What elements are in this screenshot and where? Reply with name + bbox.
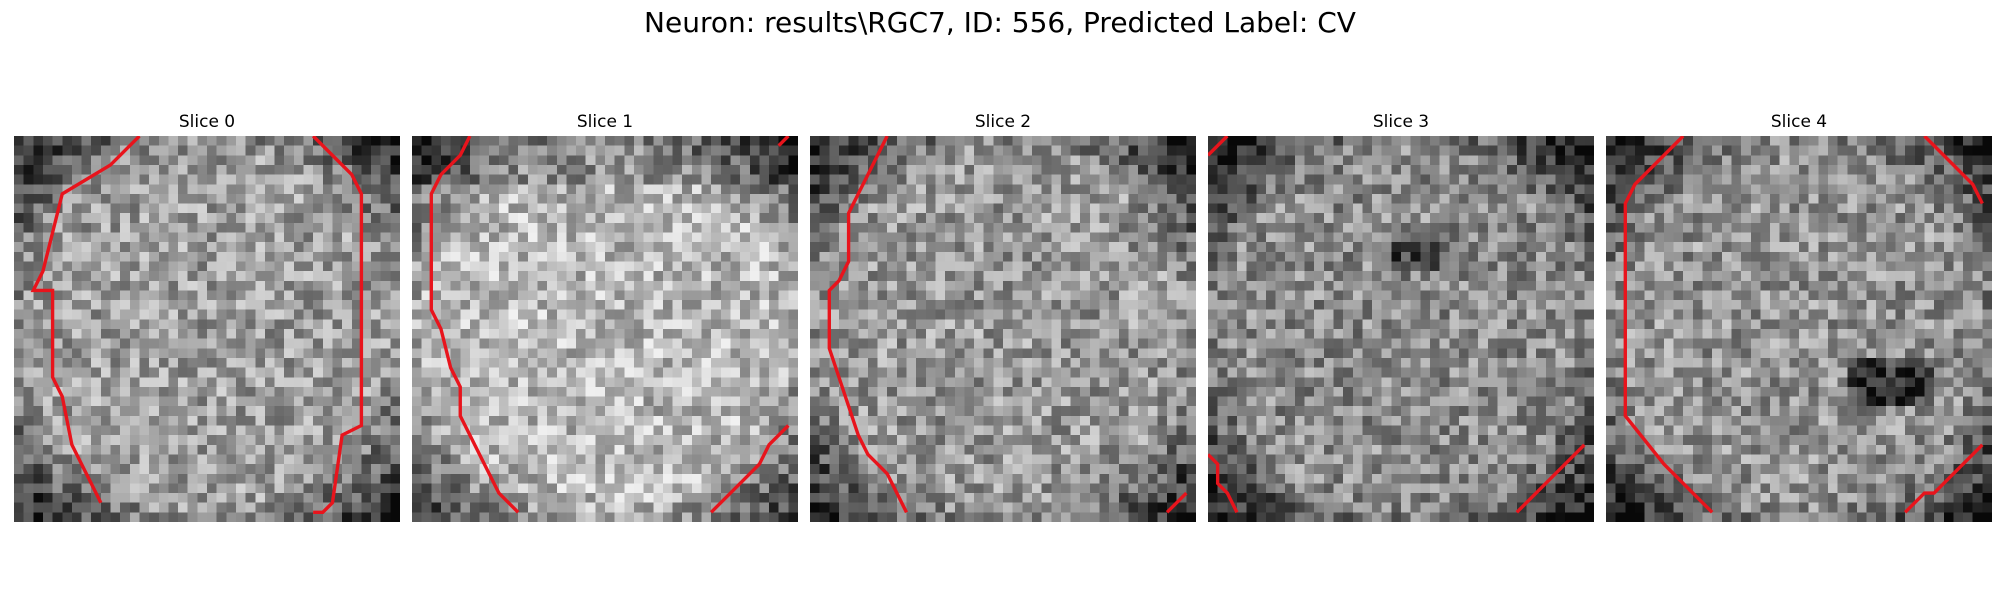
slice-image	[412, 136, 798, 522]
contour-line	[1165, 491, 1188, 514]
slice-title: Slice 3	[1372, 112, 1430, 132]
contour-overlay	[1208, 136, 1586, 514]
slice-panel-4: Slice 4	[1606, 110, 1992, 522]
contour-overlay	[429, 136, 790, 514]
contour-line	[1903, 443, 1984, 514]
contour-line	[1208, 136, 1229, 157]
slice-image	[1208, 136, 1594, 522]
slice-panel-1: Slice 1	[412, 110, 798, 522]
contour-line	[777, 136, 790, 147]
contour-line	[311, 136, 364, 515]
contour-line	[1923, 136, 1984, 205]
contour-overlay	[827, 136, 1188, 514]
contour-overlay	[1623, 136, 1984, 514]
contour-line	[827, 136, 909, 514]
slice-panel-3: Slice 3	[1208, 110, 1594, 522]
contour-line	[709, 424, 790, 514]
slice-title: Slice 1	[576, 112, 634, 132]
slice-title: Slice 0	[178, 112, 236, 132]
contour-line	[1515, 443, 1586, 514]
contour-line	[1623, 136, 1714, 514]
slice-title: Slice 2	[974, 112, 1032, 132]
contour-line	[1208, 453, 1239, 514]
slice-panel-0: Slice 0	[14, 110, 400, 522]
contour-line	[429, 136, 520, 514]
figure-title: Neuron: results\RGC7, ID: 556, Predicted…	[644, 6, 1356, 39]
slice-title: Slice 4	[1770, 112, 1828, 132]
contour-line	[30, 136, 141, 504]
slice-image	[810, 136, 1196, 522]
slice-image	[1606, 136, 1992, 522]
contour-overlay	[30, 136, 364, 515]
slice-panel-2: Slice 2	[810, 110, 1196, 522]
